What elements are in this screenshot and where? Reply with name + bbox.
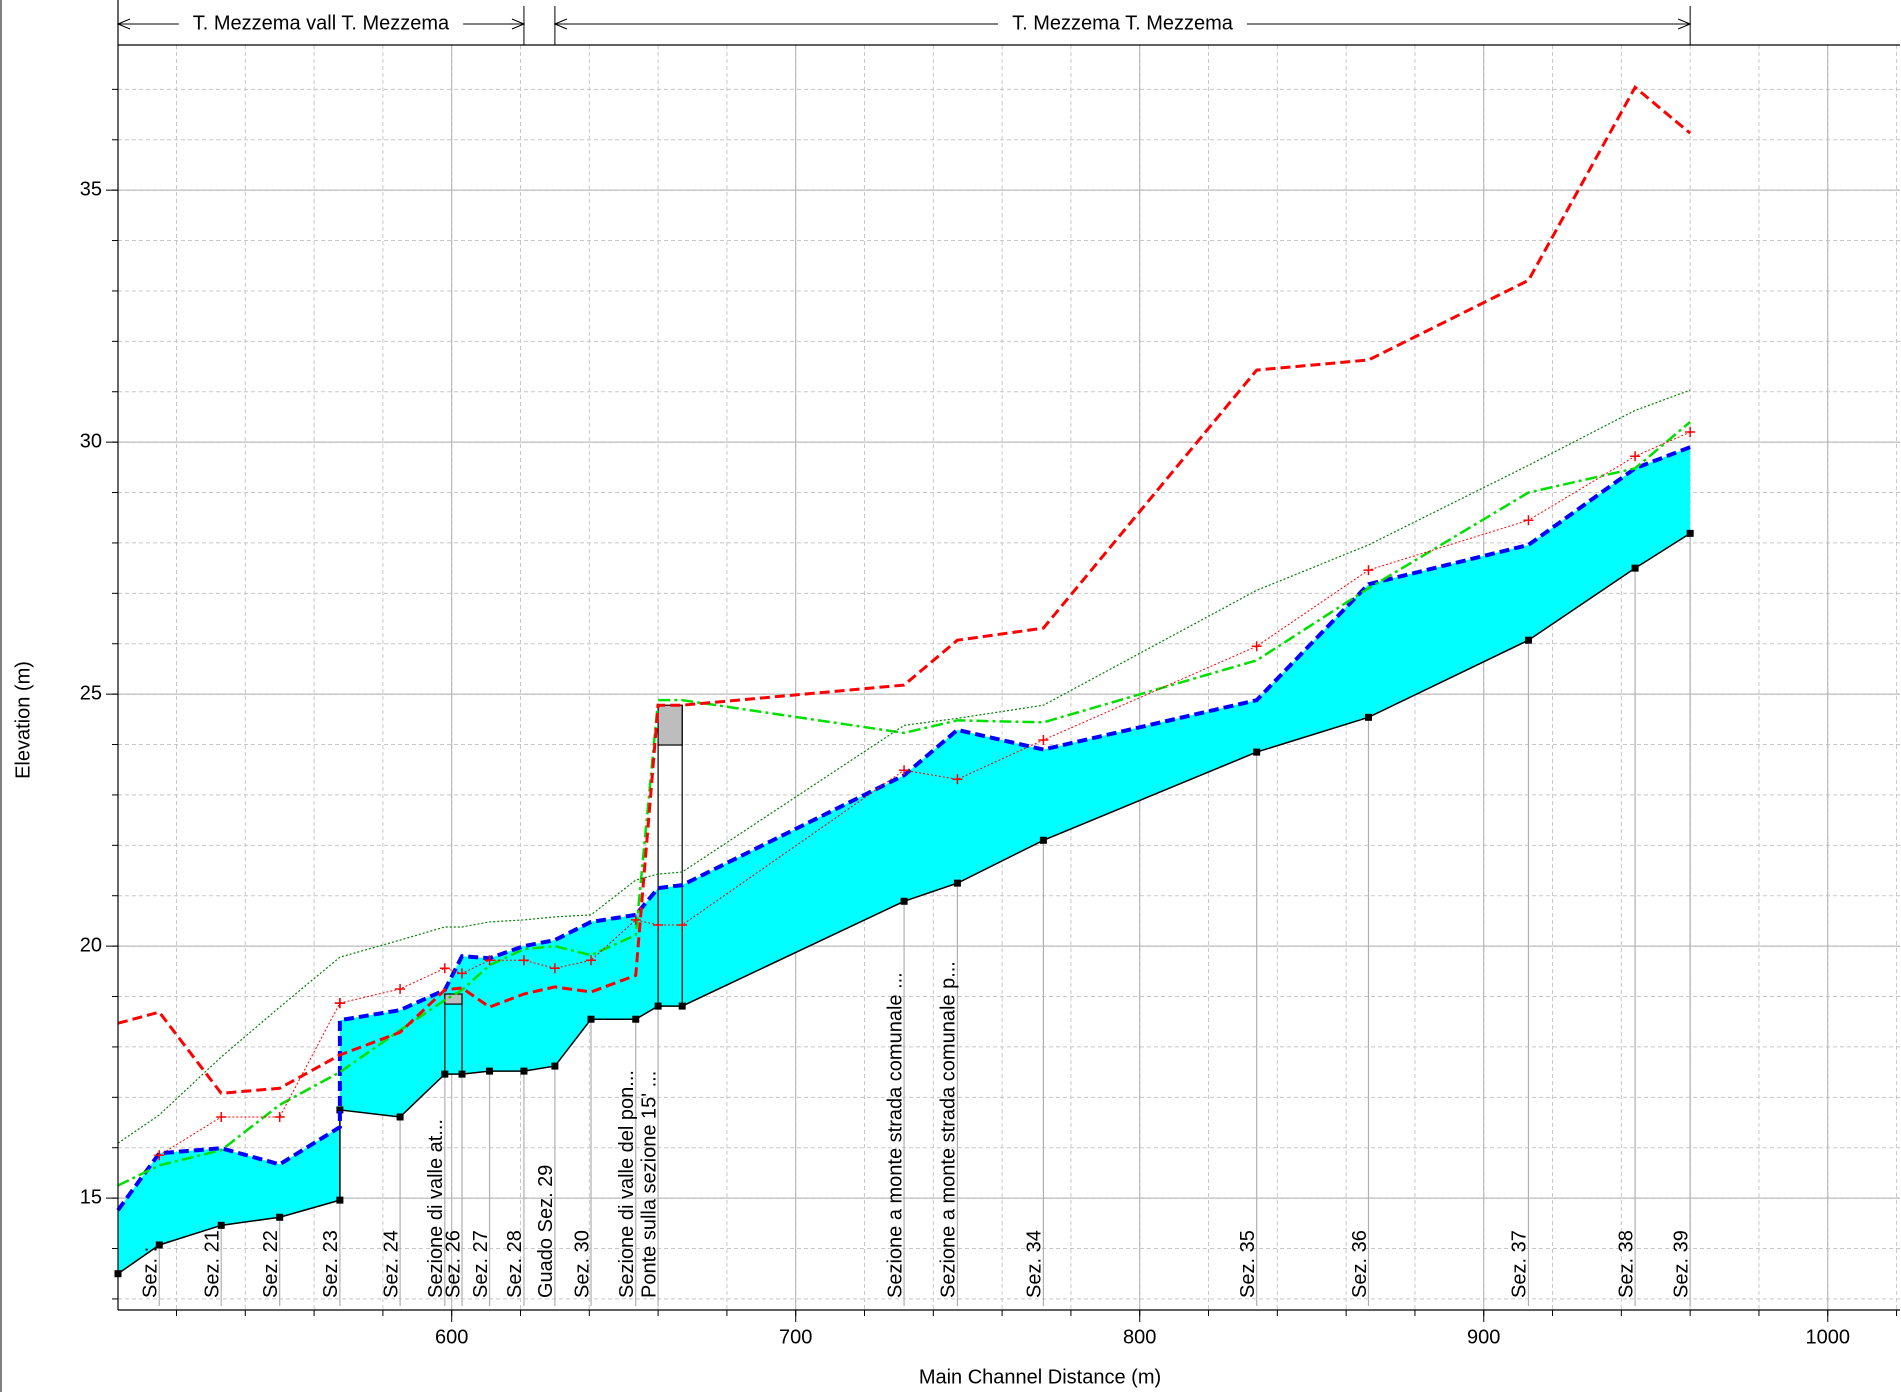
point-marker bbox=[654, 1002, 662, 1010]
reach-arrow bbox=[1246, 18, 1692, 30]
x-tick-label: 700 bbox=[779, 1326, 812, 1348]
section-label: Sezione di valle del pon... bbox=[616, 1070, 638, 1298]
section-label: Sez. 22 bbox=[260, 1230, 282, 1298]
section-label: Sez. 39 bbox=[1670, 1230, 1692, 1298]
y-tick-label: 25 bbox=[80, 682, 102, 704]
point-marker bbox=[587, 1015, 595, 1023]
point-marker bbox=[952, 774, 963, 785]
x-axis-label: Main Channel Distance (m) bbox=[919, 1366, 1161, 1388]
point-marker bbox=[630, 914, 641, 925]
section-label: Ponte sulla sezione 15' ... bbox=[638, 1071, 660, 1298]
point-marker bbox=[586, 955, 597, 966]
series-line bbox=[116, 445, 1691, 1212]
point-marker bbox=[1685, 427, 1696, 438]
point-marker bbox=[1630, 451, 1641, 462]
point-marker bbox=[518, 955, 529, 966]
point-marker bbox=[1631, 564, 1639, 572]
point-marker bbox=[1363, 565, 1374, 576]
point-marker bbox=[395, 983, 406, 994]
point-marker bbox=[439, 963, 450, 974]
point-marker bbox=[457, 968, 468, 979]
point-marker bbox=[486, 1067, 494, 1075]
point-marker bbox=[899, 765, 910, 776]
point-marker bbox=[154, 1150, 165, 1161]
water-fill bbox=[118, 447, 1691, 1274]
y-axis-label: Elevation (m) bbox=[12, 661, 34, 779]
point-marker bbox=[484, 955, 495, 966]
reach-arrow bbox=[463, 18, 526, 30]
section-label: Sez. 30 bbox=[571, 1230, 593, 1298]
point-marker bbox=[549, 963, 560, 974]
section-label: Sez. : bbox=[140, 1247, 162, 1298]
point-marker bbox=[653, 919, 664, 930]
section-label: Sez. 24 bbox=[380, 1230, 402, 1298]
point-marker bbox=[458, 1070, 466, 1078]
section-label: Sez. 37 bbox=[1509, 1230, 1531, 1298]
point-marker bbox=[678, 1002, 686, 1010]
point-marker bbox=[441, 1070, 449, 1078]
bridge-deck bbox=[444, 993, 463, 1005]
series-line bbox=[117, 532, 1691, 1275]
section-label: Guado Sez. 29 bbox=[535, 1165, 557, 1298]
point-marker bbox=[1039, 836, 1047, 844]
section-label: Sez. 28 bbox=[504, 1230, 526, 1298]
point-marker bbox=[953, 879, 961, 887]
point-marker bbox=[1364, 713, 1372, 721]
y-tick-label: 35 bbox=[80, 178, 102, 200]
reach-arrow bbox=[116, 18, 179, 30]
y-tick-label: 30 bbox=[80, 430, 102, 452]
point-marker bbox=[551, 1062, 559, 1070]
x-tick-label: 1000 bbox=[1806, 1326, 1851, 1348]
point-marker bbox=[677, 919, 688, 930]
point-marker bbox=[155, 1241, 163, 1249]
section-label: Sez. 23 bbox=[320, 1230, 342, 1298]
x-tick-label: 600 bbox=[435, 1326, 468, 1348]
section-label: Sez. 26 bbox=[442, 1230, 464, 1298]
point-marker bbox=[1251, 641, 1262, 652]
point-marker bbox=[334, 998, 345, 1009]
bridge-deck bbox=[657, 704, 683, 746]
section-label: Sez. 21 bbox=[201, 1230, 223, 1298]
section-label: Sez. 27 bbox=[470, 1230, 492, 1298]
section-label: Sez. 36 bbox=[1349, 1230, 1371, 1298]
point-marker bbox=[1523, 515, 1534, 526]
point-marker bbox=[216, 1111, 227, 1122]
point-marker bbox=[1524, 636, 1532, 644]
reach-label: T. Mezzema vall T. Mezzema bbox=[193, 12, 450, 34]
section-label: Sez. 38 bbox=[1615, 1230, 1637, 1298]
point-marker bbox=[336, 1106, 344, 1114]
section-label: Sez. 34 bbox=[1024, 1230, 1046, 1298]
point-marker bbox=[900, 897, 908, 905]
point-marker bbox=[632, 1015, 640, 1023]
point-marker bbox=[217, 1221, 225, 1229]
point-marker bbox=[1038, 734, 1049, 745]
section-label: Sezione di valle at... bbox=[425, 1119, 447, 1298]
series-line bbox=[159, 431, 1691, 1156]
x-tick-label: 800 bbox=[1123, 1326, 1156, 1348]
point-marker bbox=[1686, 529, 1694, 537]
section-label: Sez. 35 bbox=[1237, 1230, 1259, 1298]
point-marker bbox=[1253, 748, 1261, 756]
reach-arrow bbox=[553, 18, 999, 30]
x-tick-label: 900 bbox=[1467, 1326, 1500, 1348]
point-marker bbox=[520, 1067, 528, 1075]
point-marker bbox=[396, 1113, 404, 1121]
y-tick-label: 15 bbox=[80, 1186, 102, 1208]
y-tick-label: 20 bbox=[80, 934, 102, 956]
section-label: Sezione a monte strada comunale ... bbox=[884, 972, 906, 1298]
point-marker bbox=[276, 1213, 284, 1221]
point-marker bbox=[274, 1111, 285, 1122]
point-marker bbox=[336, 1196, 344, 1204]
section-label: Sezione a monte strada comunale p... bbox=[938, 961, 960, 1298]
series-line bbox=[117, 85, 1692, 1095]
series-line bbox=[117, 421, 1691, 1187]
reach-label: T. Mezzema T. Mezzema bbox=[1012, 12, 1234, 34]
